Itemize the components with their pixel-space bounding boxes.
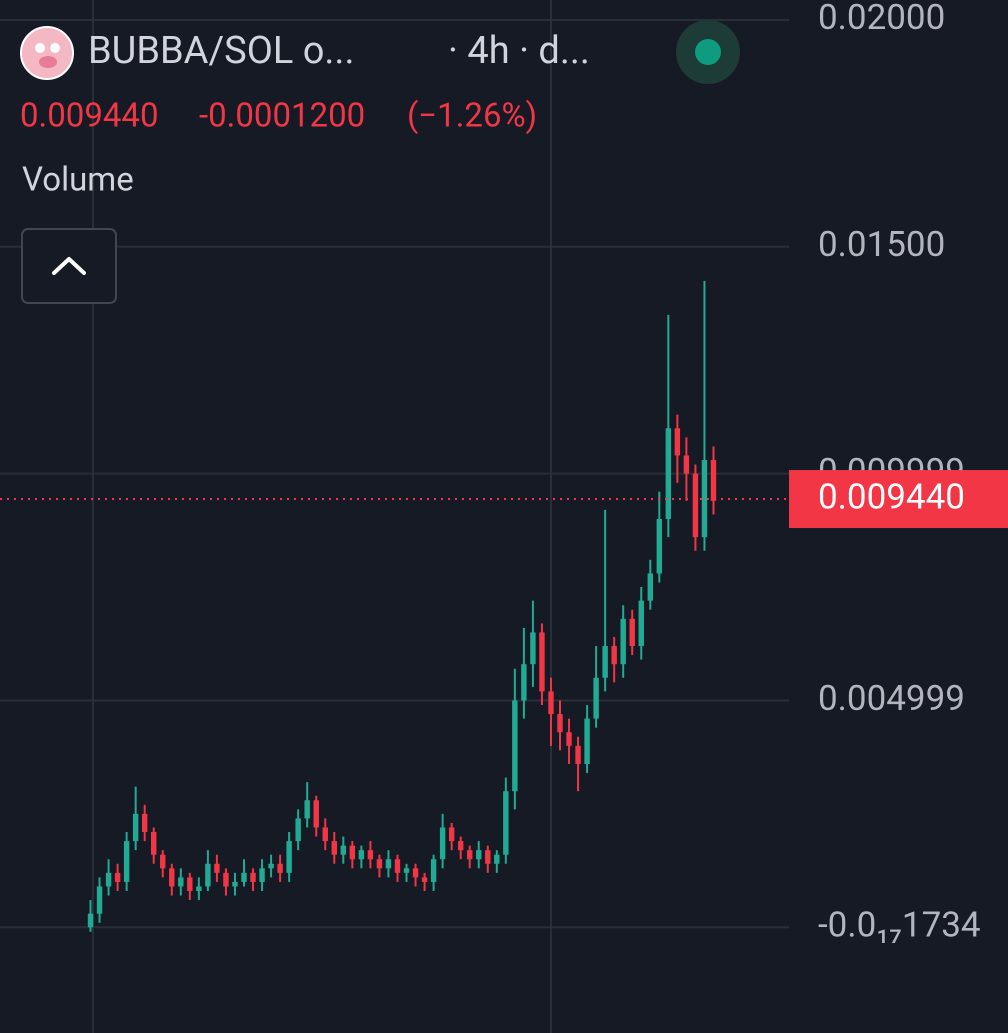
candle-body [286,841,292,873]
last-price: 0.009440 [20,97,159,136]
candle-body [331,841,337,855]
candle-body [313,800,319,828]
candle-body [674,428,681,456]
candle-body [683,455,690,474]
candle-body [467,850,473,860]
interval: · 4h · d... [448,29,590,73]
y-tick-label: -0.0₁₇1734 [818,905,981,946]
candle-body [259,868,265,882]
candle-body [304,800,310,819]
overlay: 0.009440 [0,470,1008,529]
candle-body [457,841,464,851]
candle-body [178,877,184,887]
symbol-name: BUBBA/SOL o... [88,29,354,73]
candle-body [196,886,202,892]
candle-body [376,859,383,869]
chevron-up-icon [52,257,86,275]
indicator-name: Volume [22,161,134,200]
candle-body [448,827,455,842]
candles [87,280,717,932]
candle-body [647,573,653,601]
candle-body [123,841,130,882]
candle-body [96,886,103,914]
candle-body [412,868,419,878]
candle-body [620,618,626,665]
candle-body [295,818,301,842]
candle-body [421,877,428,882]
candle-body [530,632,536,665]
price-change: -0.0001200 [199,97,365,136]
candle-body [232,881,238,887]
candle-body [629,618,635,647]
symbol-icon-eye [35,43,45,53]
candle-body [665,428,672,519]
candle-body [512,700,518,792]
candle-body [105,872,112,887]
candle-body [87,913,94,928]
candle-body [521,664,527,701]
candle-body [476,850,482,860]
price-tag-label: 0.009440 [818,476,965,517]
candle-body [205,863,211,887]
candle-body [403,868,410,873]
candle-body [557,714,563,733]
symbol-icon-eye [50,43,60,53]
price-tag [789,470,1008,529]
candle-body [566,732,572,746]
candle-body [214,863,220,873]
candle-body [141,813,148,833]
candle-body [340,845,347,855]
candle-body [701,460,708,538]
candle-body [132,813,139,842]
candle-body [692,473,699,538]
candle-body [638,600,644,647]
candle-body [656,518,663,574]
symbol-icon-snout [39,56,57,68]
price-change-percent: (−1.26%) [407,97,537,136]
candle-body [277,863,283,873]
candle-body [430,859,437,882]
candle-body [385,859,392,869]
y-tick-label: 0.02000 [818,0,945,38]
candle-body [710,460,717,501]
candle-body [548,691,554,715]
candle-body [151,832,157,855]
candle-body [114,872,121,882]
candle-body [485,850,491,864]
collapse-button[interactable] [21,228,117,304]
candle-body [611,646,617,665]
candle-body [602,646,608,678]
candle-body [593,677,599,719]
candle-body [160,854,166,869]
candle-body [358,850,365,860]
candle-body [367,850,374,860]
candle-body [241,872,247,882]
symbol-icon [20,26,74,80]
candle-body [223,872,229,887]
status-dot [695,39,721,65]
candle-body [539,632,545,692]
candle-body [394,859,401,873]
candle-body [268,863,274,869]
candle-body [322,827,328,842]
candle-body [575,745,581,764]
candle-body [584,718,590,764]
y-tick-label: 0.004999 [818,678,965,719]
candle-body [187,877,193,892]
candle-body [494,854,500,864]
candle-body [503,791,509,855]
candle-body [250,872,256,882]
candle-body [349,845,356,860]
y-tick-label: 0.01500 [818,224,945,265]
candle-body [169,868,175,887]
candle-body [439,827,446,860]
